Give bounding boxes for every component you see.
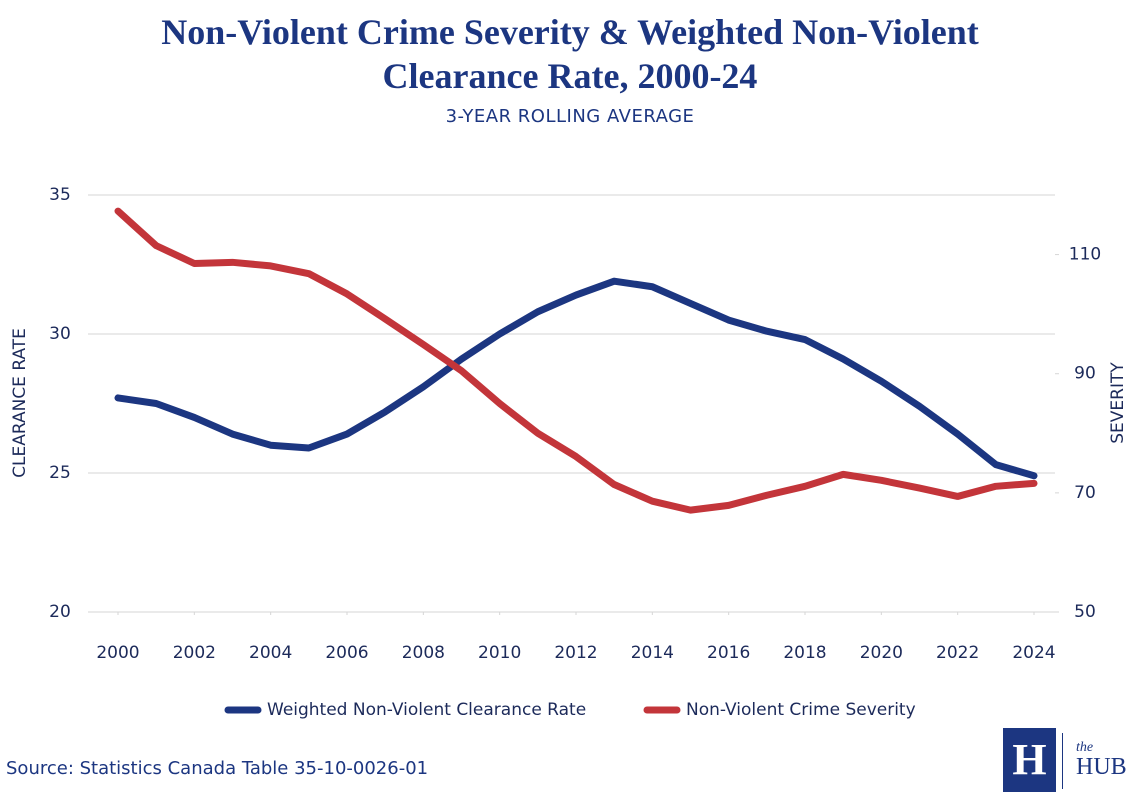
y2-tick-label: 110 <box>1069 245 1101 265</box>
y-tick-label: 25 <box>49 463 71 483</box>
data-line <box>114 207 1038 514</box>
logo-small: the <box>1076 740 1094 755</box>
x-tick-label: 2018 <box>783 643 826 663</box>
y-axis-label: CLEARANCE RATE <box>10 328 30 478</box>
chart-title: Non-Violent Crime Severity & Weighted No… <box>161 12 979 96</box>
x-tick-label: 2014 <box>631 643 674 663</box>
legend-label: Non-Violent Crime Severity <box>686 700 916 720</box>
x-tick-label: 2022 <box>936 643 979 663</box>
x-tick-label: 2008 <box>402 643 445 663</box>
y2-tick-label: 70 <box>1074 483 1096 503</box>
legend-label: Weighted Non-Violent Clearance Rate <box>267 700 586 720</box>
x-tick-label: 2020 <box>860 643 903 663</box>
x-tick-label: 2024 <box>1012 643 1055 663</box>
y2-axis-label: SEVERITY <box>1108 362 1128 444</box>
y-tick-label: 20 <box>49 602 71 622</box>
logo-name: HUB <box>1076 754 1127 780</box>
logo-divider <box>1062 733 1063 789</box>
y2-tick-label: 50 <box>1074 602 1096 622</box>
y-tick-label: 30 <box>49 324 71 344</box>
x-tick-label: 2006 <box>325 643 368 663</box>
x-tick-label: 2012 <box>554 643 597 663</box>
x-tick-label: 2000 <box>96 643 139 663</box>
logo-mark: H <box>1003 728 1056 792</box>
x-tick-label: 2016 <box>707 643 750 663</box>
chart-subtitle: 3-YEAR ROLLING AVERAGE <box>445 106 695 127</box>
x-tick-label: 2004 <box>249 643 292 663</box>
x-tick-label: 2002 <box>173 643 216 663</box>
source-note: Source: Statistics Canada Table 35-10-00… <box>6 758 429 779</box>
y2-tick-label: 90 <box>1074 364 1096 384</box>
y-tick-label: 35 <box>49 185 71 205</box>
x-tick-label: 2010 <box>478 643 521 663</box>
data-line <box>114 277 1038 480</box>
